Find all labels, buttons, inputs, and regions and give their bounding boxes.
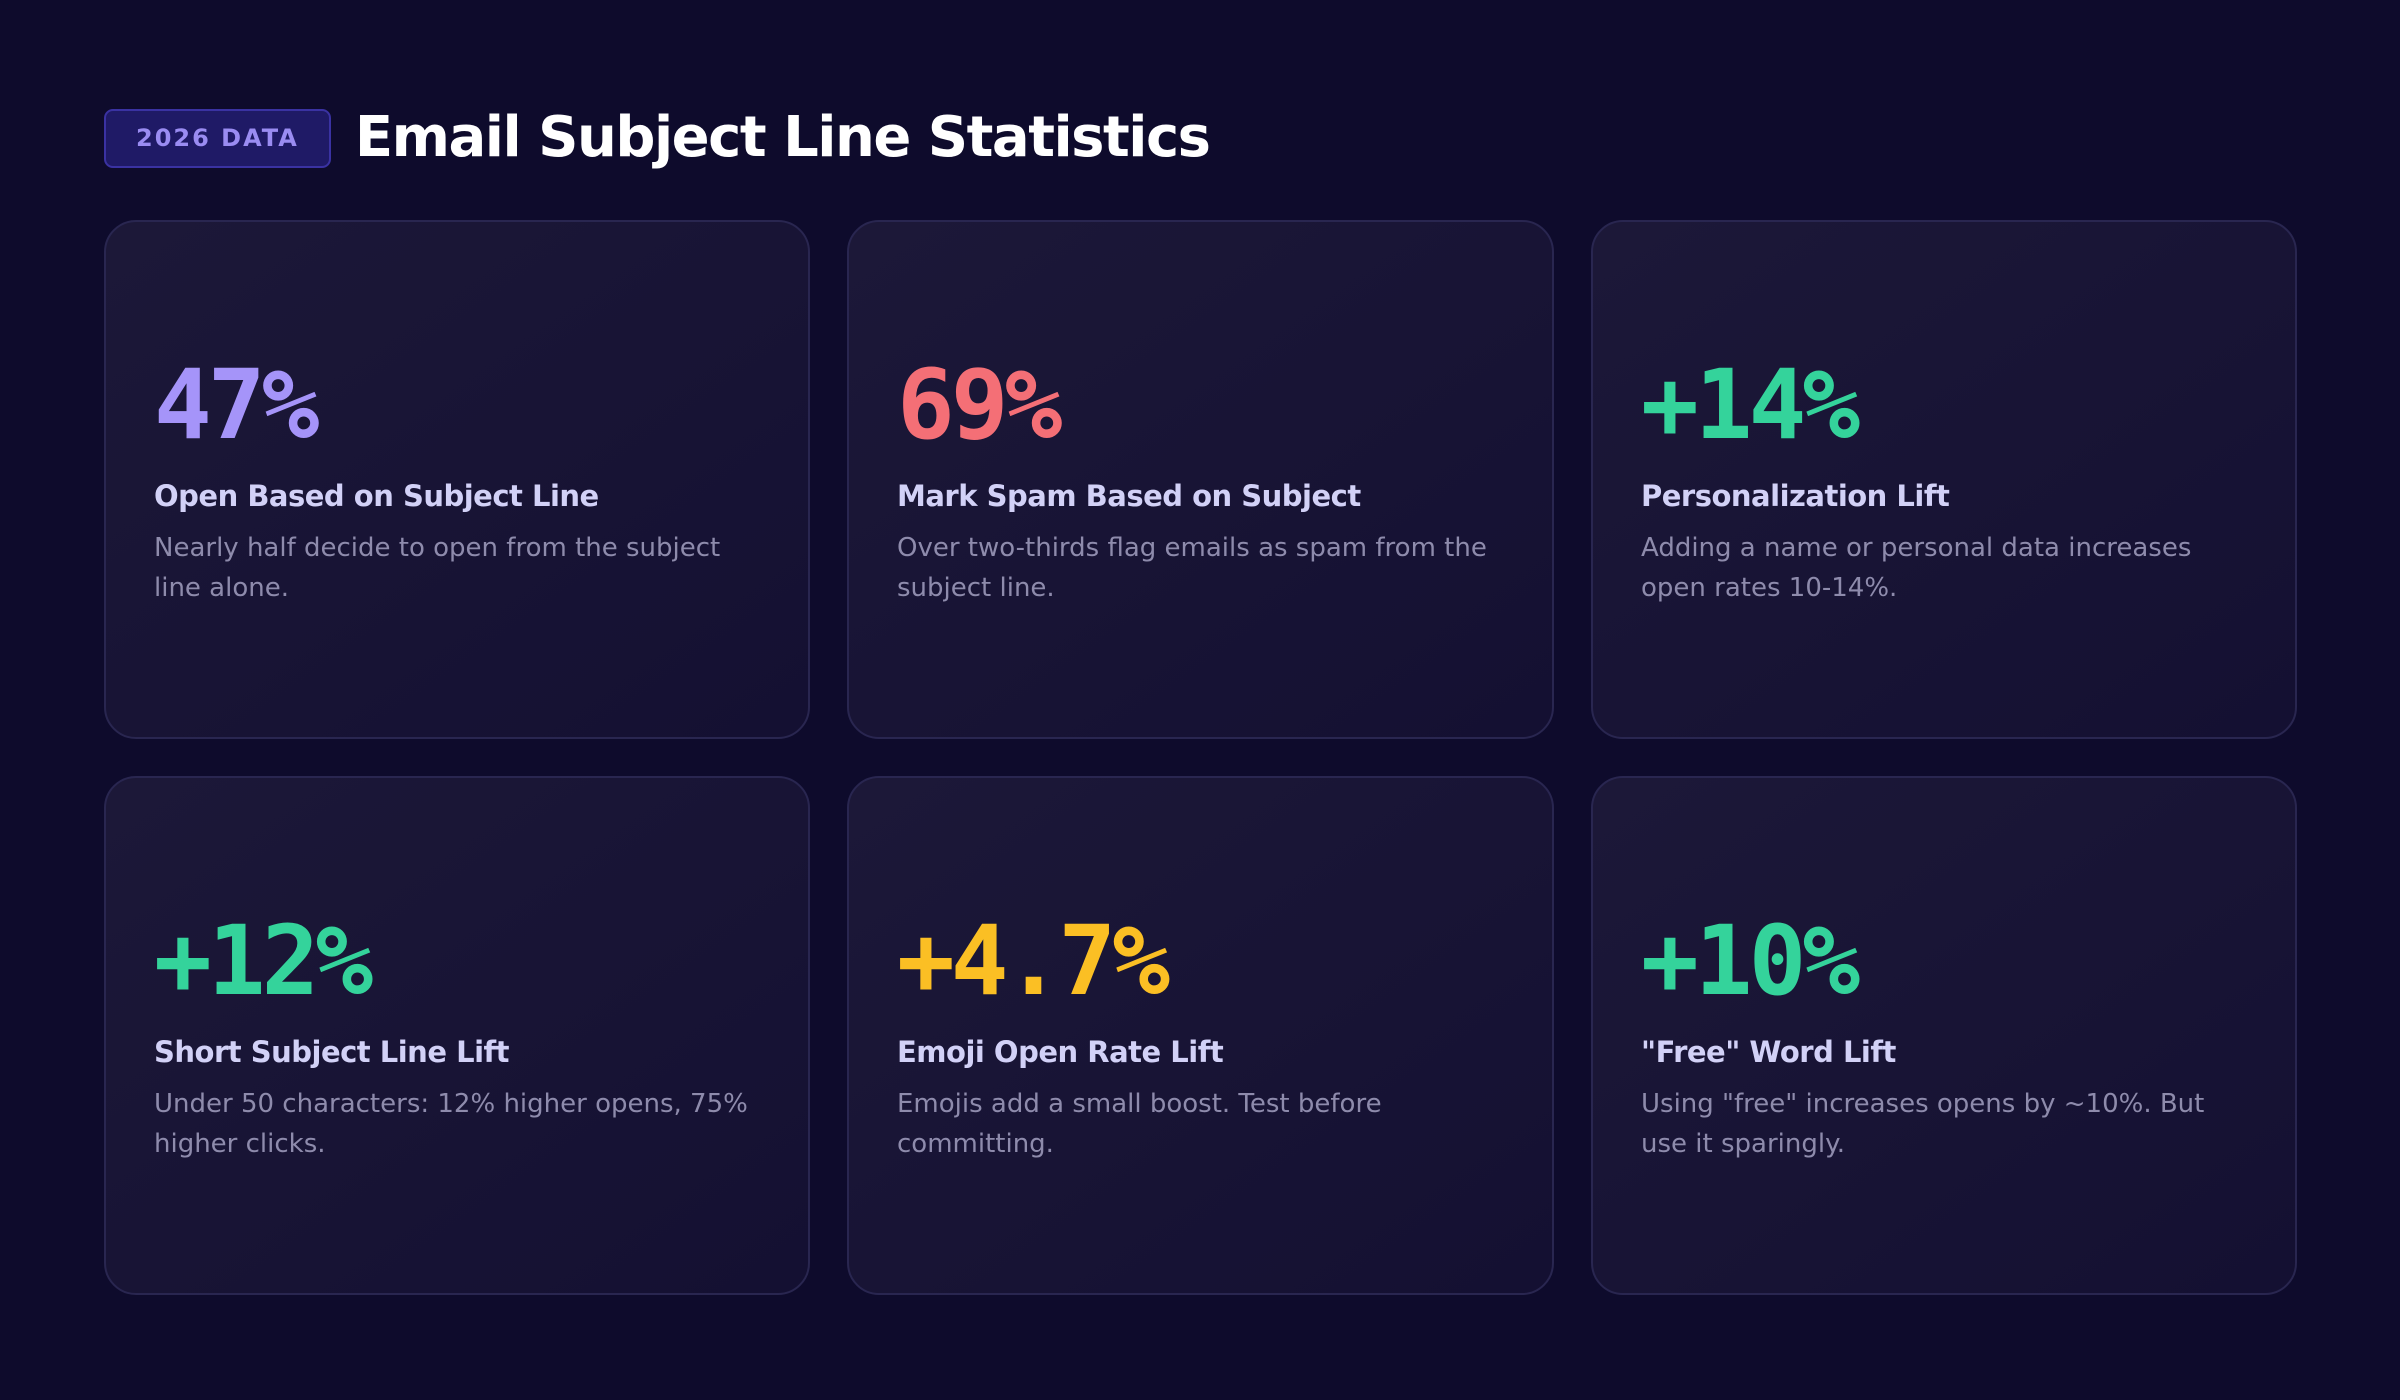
stat-description: Using "free" increases opens by ~10%. Bu…	[1641, 1089, 2205, 1159]
stat-card-emoji: +4.7% Emoji Open Rate Lift Emojis add a …	[847, 776, 1554, 1295]
stat-label: Open Based on Subject Line	[154, 479, 599, 513]
stat-value: 69%	[897, 349, 1062, 461]
stat-value: +10%	[1641, 905, 1860, 1017]
stat-value: +12%	[154, 905, 373, 1017]
page-header: 2026 DATA Email Subject Line Statistics	[104, 105, 1211, 170]
stat-value: +14%	[1641, 349, 1860, 461]
stat-card-personalization: +14% Personalization Lift Adding a name …	[1591, 220, 2297, 739]
stat-label: Personalization Lift	[1641, 479, 1950, 513]
stat-description: Emojis add a small boost. Test before co…	[897, 1089, 1382, 1159]
stat-value: +4.7%	[897, 905, 1170, 1017]
stat-card-free-word: +10% "Free" Word Lift Using "free" incre…	[1591, 776, 2297, 1295]
stat-card-spam: 69% Mark Spam Based on Subject Over two-…	[847, 220, 1554, 739]
stat-label: Short Subject Line Lift	[154, 1035, 510, 1069]
stat-value: 47%	[154, 349, 319, 461]
stat-label: "Free" Word Lift	[1641, 1035, 1896, 1069]
stat-card-open-rate: 47% Open Based on Subject Line Nearly ha…	[104, 220, 810, 739]
stat-card-short-subject: +12% Short Subject Line Lift Under 50 ch…	[104, 776, 810, 1295]
stat-description: Under 50 characters: 12% higher opens, 7…	[154, 1089, 748, 1159]
stat-description: Adding a name or personal data increases…	[1641, 533, 2192, 603]
stats-grid: 47% Open Based on Subject Line Nearly ha…	[104, 220, 2297, 1295]
data-year-badge: 2026 DATA	[104, 108, 331, 168]
stat-description: Nearly half decide to open from the subj…	[154, 533, 721, 603]
stat-description: Over two-thirds flag emails as spam from…	[897, 533, 1487, 603]
stat-label: Emoji Open Rate Lift	[897, 1035, 1224, 1069]
page-title: Email Subject Line Statistics	[354, 105, 1211, 170]
stat-label: Mark Spam Based on Subject	[897, 479, 1361, 513]
